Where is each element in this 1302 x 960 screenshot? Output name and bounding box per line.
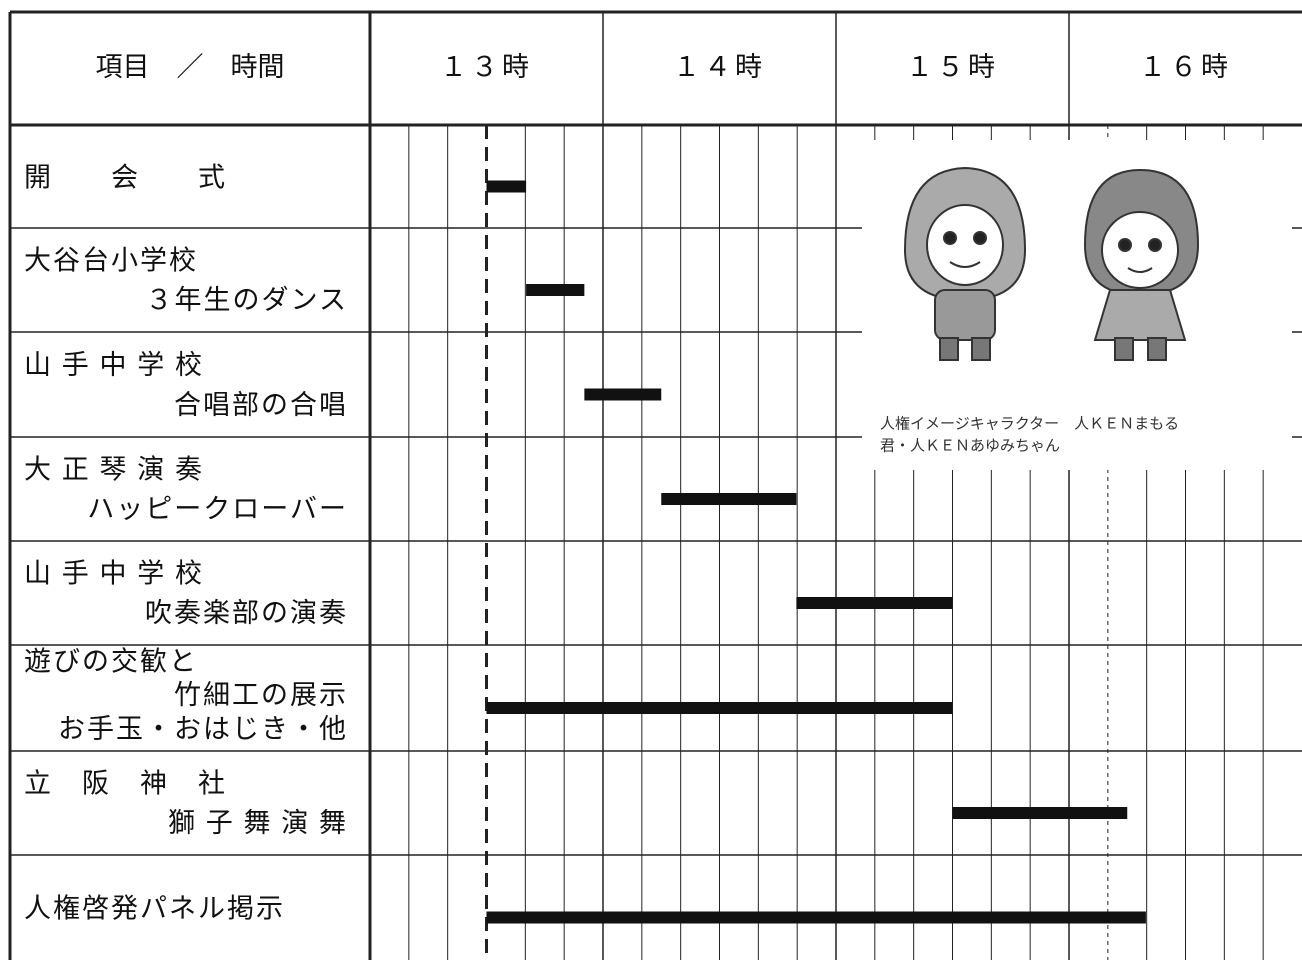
row-label: 開 会 式	[24, 163, 227, 193]
time-bar	[584, 388, 662, 401]
time-bar	[486, 702, 953, 714]
hour-label: １４時	[673, 52, 766, 82]
hour-label: １５時	[906, 52, 999, 82]
row-label: 立 阪 神 社	[24, 769, 227, 799]
bars	[486, 180, 1146, 924]
time-bar	[486, 180, 527, 193]
header-corner: 項目 ／ 時間	[96, 52, 285, 82]
time-bar	[661, 493, 797, 505]
row-label: 合唱部の合唱	[174, 390, 348, 420]
row-label: 竹細工の展示	[174, 680, 348, 710]
row-label: 獅 子 舞 演 舞	[168, 808, 348, 838]
row-label: ３年生のダンス	[146, 285, 348, 315]
row-label: ハッピークローバー	[87, 494, 348, 524]
caption-line: 人権イメージキャラクター 人ＫＥＮまもる	[880, 415, 1179, 432]
time-bar	[796, 597, 953, 609]
row-label: 大谷台小学校	[24, 246, 198, 276]
row-label: 大 正 琴 演 奏	[24, 455, 204, 485]
time-bar	[486, 911, 1146, 924]
row-label: 山 手 中 学 校	[24, 559, 204, 589]
row-label: 山 手 中 学 校	[24, 350, 204, 380]
character-ayumi	[1083, 168, 1200, 361]
time-bar	[526, 284, 585, 296]
row-label: 吹奏楽部の演奏	[145, 598, 348, 628]
row-label: お手玉・おはじき・他	[58, 714, 348, 744]
row-label: 人権啓発パネル掲示	[24, 894, 285, 924]
character-mamoru	[903, 166, 1027, 361]
hour-label: １６時	[1139, 52, 1232, 82]
row-label: 遊びの交歓と	[24, 646, 198, 676]
character-illustration: 人権イメージキャラクター 人ＫＥＮまもる 君・人ＫＥＮあゆみちゃん	[862, 140, 1292, 470]
hour-label: １３時	[440, 52, 533, 82]
caption-line: 君・人ＫＥＮあゆみちゃん	[880, 437, 1060, 454]
time-bar	[952, 807, 1128, 819]
